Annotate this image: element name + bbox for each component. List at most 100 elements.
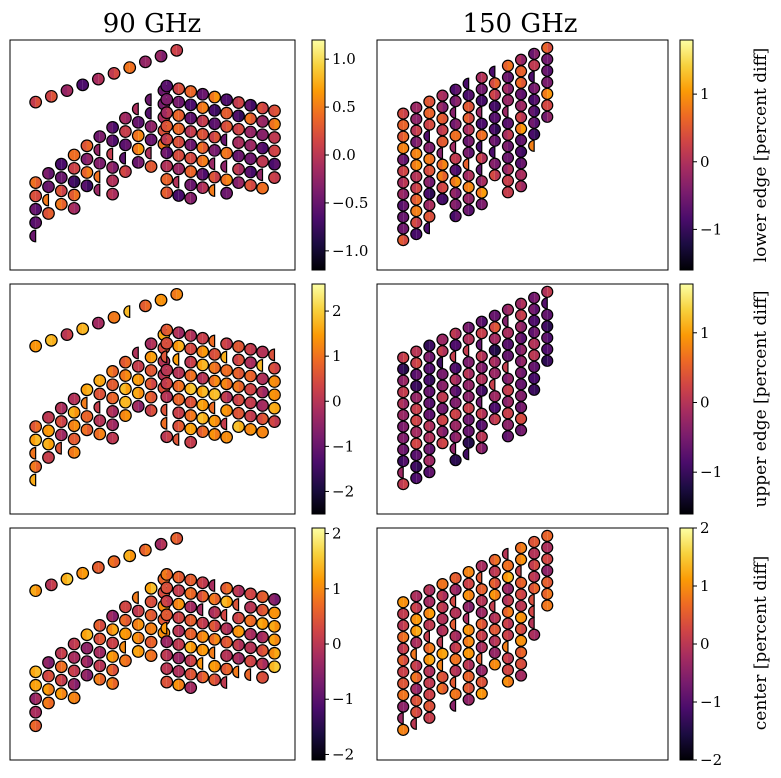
detector-pixel	[131, 359, 145, 373]
detector-pixel	[436, 624, 449, 637]
detector-pixel	[449, 653, 462, 666]
detector-pixel	[514, 378, 528, 391]
detector-pixel	[501, 128, 515, 141]
detector-outline	[80, 139, 94, 153]
detector-pixel	[208, 374, 222, 388]
detector-pixel	[436, 402, 449, 415]
detector-outline	[220, 337, 234, 351]
detector-pixel	[268, 401, 281, 415]
colorbar-150ghz-center: −2 −1 0 1 2	[679, 519, 722, 769]
detector-outline	[397, 712, 404, 725]
detector-pixel	[541, 285, 554, 298]
detector-pixel	[488, 367, 501, 380]
detector-outline	[172, 624, 186, 638]
detector-pixel	[93, 619, 107, 632]
detector-pixel	[144, 404, 158, 417]
detector-pixel	[268, 375, 281, 388]
detector-outline	[67, 148, 81, 162]
detector-pixel	[462, 333, 475, 346]
detector-pixel	[131, 115, 145, 129]
detector-outline	[196, 154, 210, 168]
detector-pixel	[410, 437, 423, 450]
detector-outline	[449, 210, 462, 223]
detector-outline	[172, 162, 186, 176]
detector-outline	[256, 128, 269, 142]
detector-pixel	[514, 332, 528, 345]
detector-outline	[29, 705, 43, 719]
detector-pixel	[528, 535, 541, 549]
detector-outline	[220, 133, 228, 147]
detector-pixel	[184, 355, 198, 369]
detector-outline	[42, 424, 55, 438]
detector-pixel	[475, 430, 488, 443]
detector-outline	[170, 43, 184, 57]
detector-pixel	[93, 143, 101, 157]
detector-outline	[29, 678, 43, 692]
detector-pixel	[397, 107, 410, 120]
detector-outline	[42, 411, 55, 424]
detector-outline	[144, 337, 158, 351]
colorbar-gradient	[311, 39, 326, 271]
detector-pixel	[541, 76, 554, 89]
detector-pixel	[106, 365, 119, 378]
detector-pixel	[67, 432, 81, 446]
detector-pixel	[268, 144, 281, 158]
detector-pixel	[475, 140, 483, 153]
detector-outline	[244, 178, 257, 192]
detector-pixel	[196, 385, 210, 399]
detector-pixel	[244, 382, 257, 396]
detector-pixel	[220, 146, 234, 160]
detector-pixel	[119, 125, 132, 138]
detector-pixel	[106, 391, 119, 405]
detector-outline	[232, 366, 245, 380]
detector-outline	[42, 451, 55, 464]
detector-pixel	[220, 390, 234, 404]
detector-pixel	[67, 392, 81, 406]
detector-pixel	[410, 636, 423, 649]
detector-pixel	[256, 590, 269, 604]
detector-pixel	[119, 613, 132, 627]
detector-pixel	[528, 105, 541, 118]
detector-pixel	[256, 644, 269, 657]
detector-outline	[232, 651, 245, 665]
detector-pixel	[475, 583, 488, 596]
detector-outline	[160, 635, 174, 649]
detector-pixel	[144, 581, 158, 595]
detector-pixel	[106, 609, 119, 623]
detector-outline	[232, 340, 245, 353]
detector-pixel	[397, 211, 410, 224]
detector-pixel	[42, 437, 55, 451]
detector-pixel	[462, 565, 475, 579]
detector-pixel	[397, 596, 410, 609]
detector-pixel	[436, 414, 449, 427]
detector-pixel	[76, 322, 90, 336]
detector-outline	[232, 149, 245, 163]
detector-outline	[184, 409, 198, 422]
detector-pixel	[541, 87, 554, 100]
detector-outline	[172, 638, 186, 651]
detector-outline	[436, 682, 449, 695]
detector-pixel	[93, 645, 107, 659]
detector-pixel	[423, 362, 436, 375]
detector-pixel	[410, 590, 423, 603]
detector-outline	[184, 138, 198, 152]
detector-outline	[29, 95, 43, 109]
detector-pixel	[475, 315, 488, 328]
detector-outline	[256, 141, 269, 155]
detector-pixel	[172, 149, 186, 162]
detector-pixel	[462, 600, 475, 613]
detector-pixel	[220, 404, 234, 417]
detector-pixel	[423, 397, 436, 410]
detector-pixel	[208, 130, 222, 144]
detector-outline	[256, 425, 269, 439]
colorbar-tick-label: 1	[700, 324, 710, 342]
colorbar-tick-label: 1	[700, 577, 710, 595]
detector-pixel	[67, 161, 81, 175]
detector-pixel	[514, 401, 528, 414]
detector-outline	[160, 430, 174, 444]
detector-outline	[60, 572, 74, 586]
detector-outline	[160, 132, 174, 146]
detector-outline	[106, 677, 119, 690]
detector-pixel	[268, 104, 281, 118]
detector-pixel	[256, 359, 264, 372]
